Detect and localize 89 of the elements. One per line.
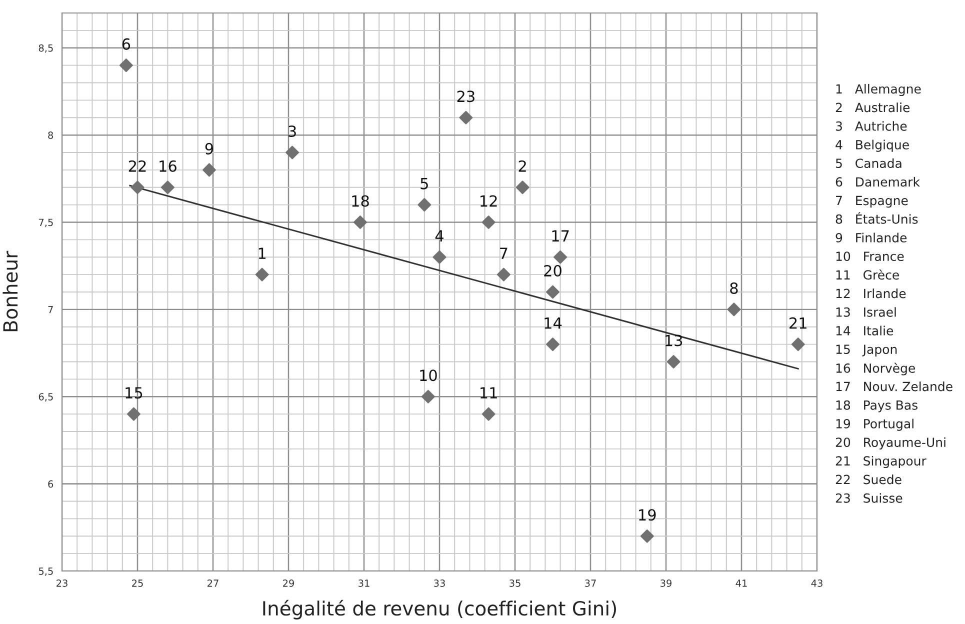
point	[130, 180, 144, 194]
y-tick-label: 7	[48, 306, 53, 314]
point	[554, 250, 568, 264]
x-tick-label: 43	[811, 580, 822, 587]
text: 13 Israel	[836, 307, 896, 317]
annotation: 4	[435, 230, 444, 242]
annotation: 18	[352, 195, 369, 207]
y-tick-label: 6,5	[38, 393, 53, 402]
point	[666, 355, 680, 368]
y-tick-label: 6	[48, 480, 54, 488]
text: 9 Finlande	[836, 232, 907, 242]
annotation: 15	[126, 387, 142, 399]
text: 3 Autriche	[836, 121, 907, 131]
text: 8 États-Unis	[836, 212, 918, 224]
text: 1 Allemagne	[836, 84, 921, 96]
text: 16 Norvège	[836, 362, 916, 376]
point	[459, 110, 473, 124]
text: 21 Singapour	[836, 456, 926, 468]
y-tick-label: 5,5	[38, 568, 53, 576]
text: 22 Suede	[836, 474, 902, 484]
x-tick-label: 25	[132, 580, 143, 587]
point	[791, 338, 805, 352]
x-tick-label: 29	[283, 580, 294, 587]
text: 4 Belgique	[836, 140, 909, 152]
annotation: 11	[480, 387, 497, 398]
text: 15 Japon	[836, 344, 897, 356]
point	[255, 268, 269, 282]
text: 2 Australie	[836, 102, 910, 112]
point	[482, 407, 496, 421]
point	[126, 407, 140, 421]
annotation: 1	[258, 248, 266, 259]
text: 5 Canada	[836, 158, 902, 168]
y-tick-label: 8,5	[38, 44, 53, 53]
text: 12 Irlande	[836, 288, 906, 298]
annotation: 22	[128, 160, 146, 172]
annotation: 20	[544, 264, 562, 277]
annotation: 12	[480, 195, 497, 207]
x-axis-title: Inégalité de revenu (coefficient Gini)	[263, 600, 616, 620]
point	[727, 302, 741, 316]
annotation: 6	[122, 38, 130, 50]
point	[353, 216, 367, 229]
y-tick-label: 8	[48, 132, 53, 139]
annotation: 2	[518, 160, 526, 172]
point	[496, 268, 510, 282]
annotation: 17	[552, 230, 569, 242]
annotation: 23	[457, 90, 474, 102]
text: 18 Pays Bas	[836, 400, 918, 412]
text: 10 France	[836, 252, 904, 262]
point	[546, 285, 560, 299]
x-tick-label: 41	[736, 580, 747, 587]
x-tick-label: 27	[208, 580, 218, 587]
x-tick-label: 33	[434, 580, 445, 587]
annotation: 16	[160, 160, 176, 172]
text: 19 Portugal	[836, 418, 914, 431]
point	[160, 180, 174, 194]
y-axis-title: Bonheur	[2, 250, 18, 332]
x-tick-label: 37	[585, 580, 596, 587]
point	[482, 216, 496, 229]
text: 23 Suisse	[836, 493, 902, 503]
annotation: 19	[639, 509, 656, 521]
point	[640, 529, 654, 543]
annotation: 10	[420, 370, 437, 382]
point	[119, 58, 133, 72]
annotation: 21	[790, 317, 806, 329]
annotation: 9	[205, 142, 214, 154]
annotation: 8	[730, 282, 738, 294]
point	[421, 390, 435, 404]
point	[516, 180, 530, 194]
annotation: 5	[420, 178, 428, 190]
annotation: 13	[666, 334, 682, 346]
x-tick-label: 35	[510, 580, 520, 587]
annotation: 7	[500, 248, 508, 259]
text: 11 Grèce	[836, 269, 899, 280]
y-tick-label: 7,5	[39, 218, 53, 228]
text: 17 Nouv. Zelande	[836, 382, 952, 392]
text: 14 Italie	[836, 326, 894, 336]
annotation: 3	[288, 125, 296, 138]
point	[432, 250, 446, 264]
x-tick-label: 23	[56, 580, 68, 587]
point	[286, 146, 300, 160]
x-tick-label: 39	[660, 580, 672, 587]
x-tick-label: 31	[358, 580, 370, 587]
point	[546, 338, 560, 352]
point	[202, 163, 216, 177]
text: 7 Espagne	[836, 196, 908, 208]
annotation: 14	[544, 317, 562, 329]
text: 6 Danemark	[836, 176, 920, 187]
text: 20 Royaume-Uni	[836, 437, 946, 450]
point	[418, 198, 432, 212]
